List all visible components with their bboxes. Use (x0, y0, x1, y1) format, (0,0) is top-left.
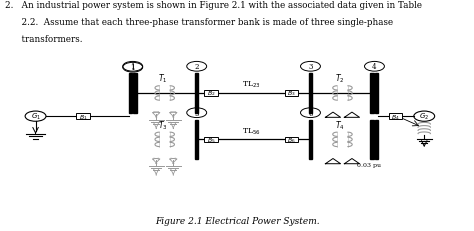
Text: $G_2$: $G_2$ (419, 112, 429, 122)
Text: 0.03 pu: 0.03 pu (356, 163, 381, 168)
Text: 4: 4 (372, 63, 377, 71)
Text: $B_3$: $B_3$ (287, 89, 296, 98)
Text: 2.   An industrial power system is shown in Figure 2.1 with the associated data : 2. An industrial power system is shown i… (5, 1, 422, 10)
Text: Figure 2.1 Electrical Power System.: Figure 2.1 Electrical Power System. (155, 216, 319, 225)
Text: $G_1$: $G_1$ (30, 112, 41, 122)
Text: transformers.: transformers. (5, 34, 82, 43)
Bar (204, 137, 218, 143)
Text: $T_1$: $T_1$ (157, 72, 167, 85)
Text: $B_4$: $B_4$ (392, 112, 400, 121)
Bar (128, 74, 132, 113)
Text: $T_3$: $T_3$ (157, 119, 167, 131)
Bar (309, 120, 312, 159)
Bar (309, 74, 312, 113)
Bar (195, 120, 198, 159)
Text: $T_4$: $T_4$ (335, 119, 345, 131)
Bar (371, 120, 374, 159)
Bar (134, 74, 137, 113)
Bar (389, 114, 402, 119)
Text: $B_1$: $B_1$ (79, 112, 87, 121)
Text: TL$_{56}$: TL$_{56}$ (242, 126, 261, 136)
Text: 1: 1 (130, 63, 135, 71)
Text: 1: 1 (130, 64, 135, 72)
Text: 5: 5 (194, 109, 199, 117)
Text: $B_6$: $B_6$ (287, 135, 296, 144)
Bar (375, 74, 378, 113)
Text: $T_2$: $T_2$ (335, 72, 345, 85)
Bar (285, 137, 298, 143)
Text: $B_2$: $B_2$ (207, 89, 215, 98)
Bar (371, 74, 374, 113)
Text: 6: 6 (308, 109, 313, 117)
Text: 2.2.  Assume that each three-phase transformer bank is made of three single-phas: 2.2. Assume that each three-phase transf… (5, 18, 393, 27)
Text: $B_5$: $B_5$ (207, 135, 215, 144)
Bar (76, 114, 90, 119)
Text: 2: 2 (194, 63, 199, 71)
Bar (285, 91, 298, 96)
Bar (375, 120, 378, 159)
Bar (204, 91, 218, 96)
Bar (195, 74, 198, 113)
Text: TL$_{23}$: TL$_{23}$ (242, 79, 261, 90)
Text: 3: 3 (308, 63, 313, 71)
